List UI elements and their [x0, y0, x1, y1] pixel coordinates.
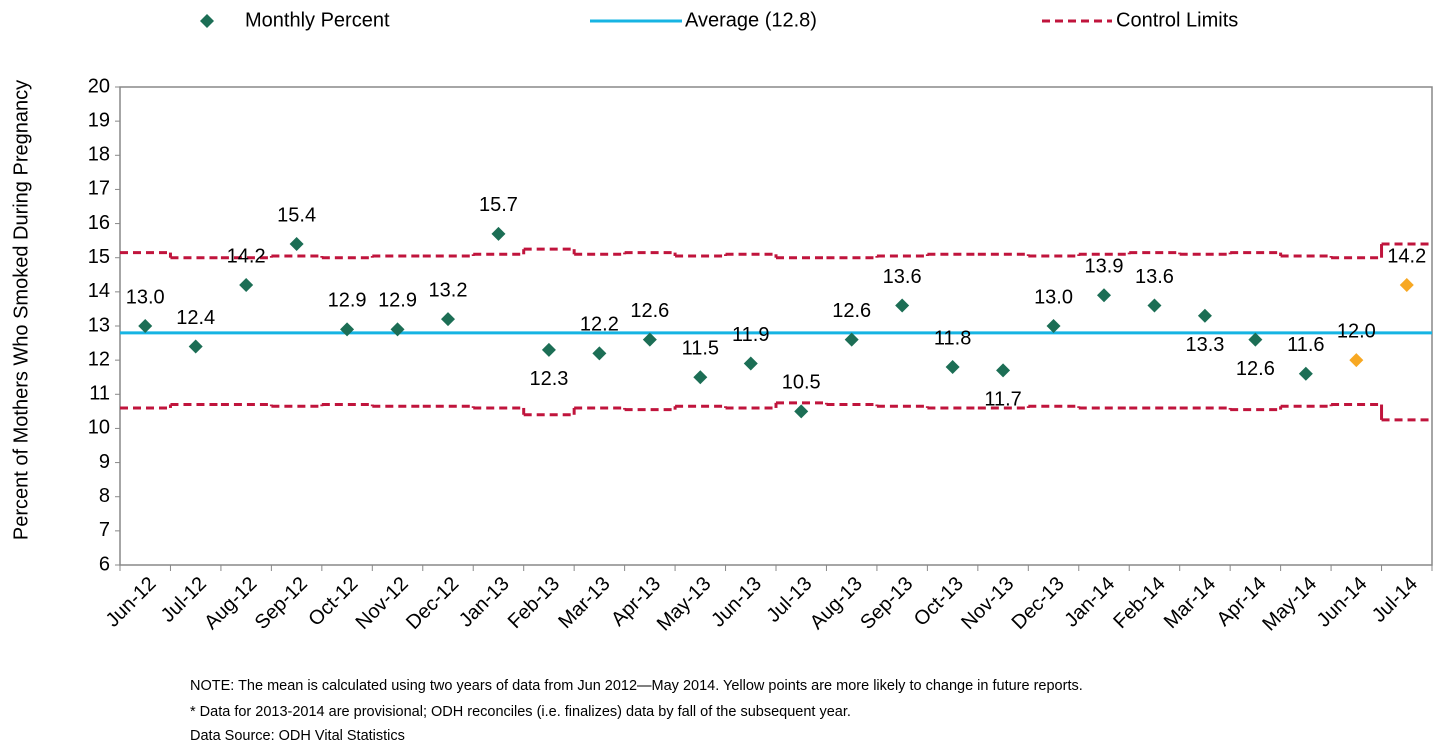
y-tick-label: 15 — [88, 246, 110, 268]
data-point — [541, 342, 556, 357]
data-point — [592, 346, 607, 361]
data-label: 11.6 — [1287, 334, 1324, 356]
data-label: 12.4 — [176, 307, 215, 329]
note: NOTE: The mean is calculated using two y… — [190, 678, 1083, 694]
data-label: 13.9 — [1085, 256, 1124, 278]
data-label: 12.9 — [328, 290, 367, 312]
x-tick-label: Feb-14 — [1109, 573, 1169, 633]
y-tick-label: 9 — [99, 451, 110, 473]
y-tick-label: 13 — [88, 314, 110, 336]
legend-label: Control Limits — [1116, 9, 1238, 31]
data-point — [1197, 308, 1212, 323]
x-tick-label: Jul-14 — [1368, 573, 1422, 627]
data-label: 13.6 — [1135, 266, 1174, 288]
data-label: 12.6 — [630, 300, 669, 322]
y-tick-label: 10 — [88, 417, 110, 439]
data-label: 13.2 — [429, 279, 468, 301]
y-tick-label: 8 — [99, 485, 110, 507]
data-point — [895, 298, 910, 313]
data-label: 11.7 — [984, 389, 1021, 411]
data-label: 14.2 — [227, 245, 266, 267]
data-label: 12.6 — [1236, 358, 1275, 380]
data-label: 11.9 — [732, 324, 769, 346]
data-point — [188, 339, 203, 354]
data-point — [1349, 353, 1364, 368]
x-tick-label: Sep-13 — [856, 573, 917, 634]
y-tick-label: 17 — [88, 178, 110, 200]
y-tick-label: 11 — [89, 383, 110, 405]
data-point — [138, 319, 153, 333]
data-label: 12.9 — [378, 290, 417, 312]
x-tick-label: Mar-13 — [554, 573, 614, 633]
data-label: 15.7 — [479, 194, 518, 216]
data-point — [794, 404, 809, 419]
data-point — [743, 356, 758, 371]
data-point — [1147, 298, 1162, 313]
x-tick-label: Jun-14 — [1313, 573, 1372, 632]
y-tick-label: 14 — [88, 280, 110, 302]
x-tick-label: Oct-12 — [304, 573, 362, 631]
data-point — [1298, 366, 1313, 381]
data-point — [491, 226, 506, 241]
legend-label: Monthly Percent — [245, 9, 390, 31]
y-tick-label: 6 — [99, 553, 110, 575]
data-point — [642, 332, 657, 347]
x-tick-label: May-13 — [653, 573, 716, 636]
x-tick-label: Jun-13 — [707, 573, 766, 632]
x-tick-label: Mar-14 — [1160, 573, 1220, 633]
data-label: 13.0 — [1034, 286, 1073, 308]
data-label: 15.4 — [277, 204, 316, 226]
data-point — [945, 359, 960, 374]
y-tick-label: 18 — [88, 144, 110, 166]
data-label: 11.8 — [934, 327, 971, 349]
data-point — [289, 237, 304, 252]
data-point — [996, 363, 1011, 378]
data-label: 14.2 — [1387, 245, 1426, 267]
data-label: 12.0 — [1337, 320, 1376, 342]
y-tick-label: 19 — [88, 109, 110, 131]
legend-marker — [200, 14, 214, 28]
plot-frame — [119, 86, 1433, 566]
x-tick-label: Aug-12 — [200, 573, 261, 634]
data-label: 10.5 — [782, 372, 821, 394]
x-tick-label: Dec-13 — [1008, 573, 1069, 634]
y-tick-label: 12 — [88, 348, 110, 370]
x-tick-label: Sep-12 — [251, 573, 312, 634]
data-point — [390, 322, 405, 337]
data-label: 11.5 — [682, 337, 719, 359]
data-point — [239, 278, 254, 293]
data-label: 13.0 — [126, 286, 165, 308]
data-point — [1248, 332, 1263, 347]
y-tick-label: 16 — [88, 212, 110, 234]
x-tick-label: Jun-12 — [102, 573, 161, 632]
x-tick-label: Dec-12 — [402, 573, 463, 634]
y-tick-label: 20 — [88, 75, 110, 97]
data-label: 12.6 — [832, 300, 871, 322]
data-point — [844, 332, 859, 347]
x-tick-label: Jan-13 — [455, 573, 514, 632]
data-label: 12.3 — [529, 368, 568, 390]
data-point — [693, 370, 708, 385]
x-tick-label: Oct-13 — [910, 573, 968, 631]
y-tick-label: 7 — [99, 519, 110, 541]
legend-label: Average (12.8) — [685, 9, 817, 31]
data-point — [1097, 288, 1111, 303]
x-tick-label: Jan-14 — [1060, 573, 1119, 632]
data-point — [1399, 278, 1414, 293]
x-tick-label: Aug-13 — [806, 573, 867, 634]
data-label: 13.6 — [883, 266, 922, 288]
x-tick-label: Nov-13 — [957, 573, 1018, 634]
data-point — [1046, 319, 1061, 333]
data-label: 13.3 — [1185, 334, 1224, 356]
x-tick-label: Feb-13 — [504, 573, 564, 633]
note: * Data for 2013-2014 are provisional; OD… — [190, 704, 851, 720]
y-axis-label: Percent of Mothers Who Smoked During Pre… — [10, 80, 32, 540]
x-tick-label: Nov-12 — [352, 573, 413, 634]
data-label: 12.2 — [580, 314, 619, 336]
note: Data Source: ODH Vital Statistics — [190, 728, 405, 744]
x-tick-label: May-14 — [1258, 573, 1321, 636]
data-point — [441, 312, 455, 327]
data-point — [340, 322, 355, 337]
